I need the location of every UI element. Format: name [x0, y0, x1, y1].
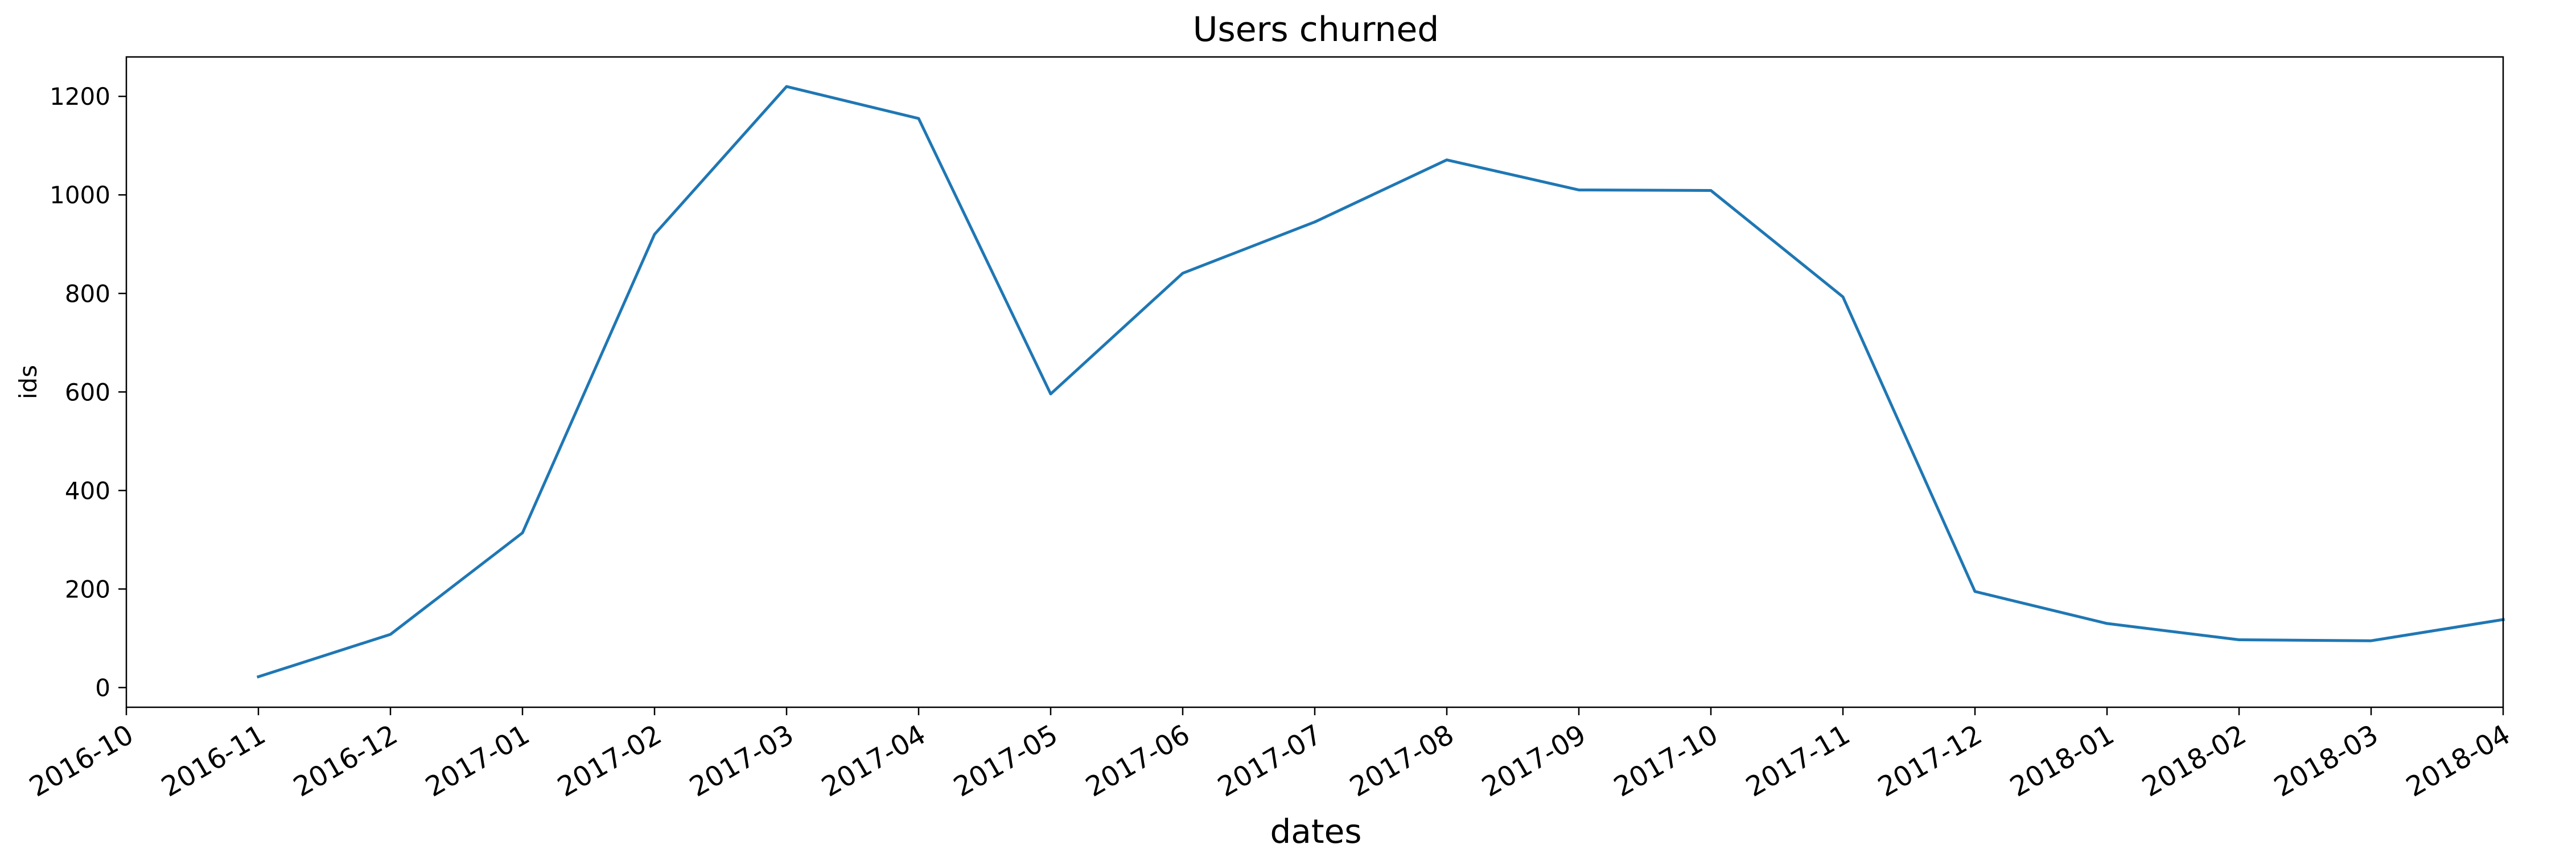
y-tick-label: 1200	[50, 83, 110, 110]
chart-title: Users churned	[1193, 10, 1439, 50]
y-tick-label: 0	[95, 674, 110, 702]
y-tick-label: 1000	[50, 181, 110, 209]
y-axis: 0 200 400 600 800 1000 1200	[50, 83, 126, 702]
y-axis-label: ids	[14, 365, 42, 399]
plot-frame	[125, 56, 2504, 708]
y-tick-label: 600	[65, 378, 110, 406]
y-tick-label: 400	[65, 477, 110, 505]
x-axis-label: dates	[1270, 812, 1361, 851]
y-tick-label: 800	[65, 280, 110, 308]
series-line	[256, 85, 2505, 679]
y-tick-label: 200	[65, 575, 110, 603]
